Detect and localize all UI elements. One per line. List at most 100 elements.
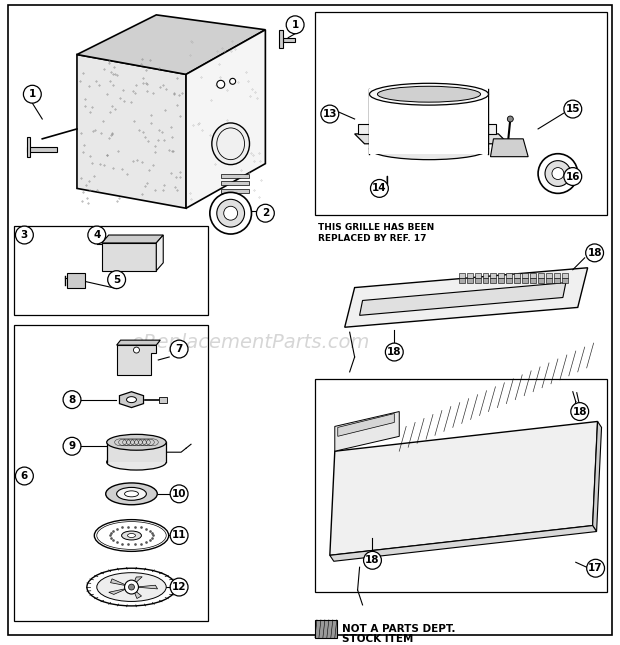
- Circle shape: [564, 100, 582, 118]
- Circle shape: [170, 485, 188, 502]
- Circle shape: [571, 402, 588, 421]
- Polygon shape: [522, 273, 528, 277]
- Ellipse shape: [538, 154, 578, 194]
- Text: 18: 18: [365, 555, 379, 565]
- Circle shape: [386, 343, 403, 361]
- Text: THIS GRILLE HAS BEEN: THIS GRILLE HAS BEEN: [318, 223, 434, 232]
- Polygon shape: [459, 273, 465, 277]
- Polygon shape: [522, 277, 528, 283]
- Circle shape: [24, 85, 42, 103]
- Ellipse shape: [117, 488, 146, 501]
- Circle shape: [128, 584, 135, 590]
- Polygon shape: [117, 340, 160, 345]
- Bar: [14, 325, 208, 620]
- Polygon shape: [562, 277, 568, 283]
- Circle shape: [587, 559, 604, 577]
- Polygon shape: [482, 273, 489, 277]
- Polygon shape: [136, 585, 157, 589]
- Circle shape: [286, 16, 304, 34]
- Text: 9: 9: [68, 441, 76, 451]
- Circle shape: [257, 204, 274, 222]
- Polygon shape: [507, 277, 512, 283]
- Polygon shape: [77, 15, 265, 74]
- Text: 7: 7: [175, 344, 183, 354]
- Ellipse shape: [126, 397, 136, 402]
- Polygon shape: [156, 235, 163, 271]
- Polygon shape: [490, 139, 528, 157]
- Polygon shape: [498, 277, 504, 283]
- Polygon shape: [360, 283, 566, 315]
- Ellipse shape: [378, 86, 480, 102]
- Ellipse shape: [370, 83, 489, 105]
- Polygon shape: [554, 277, 560, 283]
- Text: STOCK ITEM: STOCK ITEM: [342, 633, 413, 644]
- Circle shape: [170, 578, 188, 596]
- Ellipse shape: [224, 206, 237, 220]
- Polygon shape: [186, 30, 265, 208]
- Ellipse shape: [107, 434, 166, 450]
- Text: 13: 13: [322, 109, 337, 119]
- Polygon shape: [107, 442, 166, 462]
- Polygon shape: [355, 134, 508, 144]
- Polygon shape: [593, 421, 601, 531]
- Text: 5: 5: [113, 275, 120, 284]
- Polygon shape: [67, 273, 85, 288]
- Polygon shape: [102, 235, 163, 243]
- Text: 8: 8: [68, 395, 76, 404]
- Polygon shape: [514, 277, 520, 283]
- Polygon shape: [279, 30, 283, 48]
- Polygon shape: [404, 104, 454, 124]
- Bar: [14, 226, 208, 315]
- Circle shape: [217, 81, 224, 88]
- Polygon shape: [562, 273, 568, 277]
- Text: 6: 6: [21, 471, 28, 481]
- Ellipse shape: [128, 533, 135, 537]
- Polygon shape: [538, 273, 544, 277]
- Bar: [315, 12, 608, 215]
- Polygon shape: [475, 273, 480, 277]
- Polygon shape: [459, 277, 465, 283]
- Text: 18: 18: [587, 248, 602, 258]
- Polygon shape: [475, 277, 480, 283]
- Polygon shape: [498, 273, 504, 277]
- Bar: [221, 174, 249, 177]
- Polygon shape: [538, 277, 544, 283]
- Circle shape: [586, 244, 603, 262]
- Circle shape: [125, 580, 138, 594]
- Polygon shape: [133, 589, 141, 599]
- Ellipse shape: [94, 520, 169, 551]
- Circle shape: [507, 116, 513, 122]
- Text: 17: 17: [588, 563, 603, 573]
- Text: 18: 18: [387, 347, 402, 357]
- Text: 4: 4: [93, 230, 100, 240]
- Circle shape: [229, 78, 236, 84]
- Ellipse shape: [370, 138, 489, 160]
- Text: 14: 14: [372, 183, 387, 194]
- Ellipse shape: [122, 531, 141, 540]
- Ellipse shape: [107, 454, 166, 470]
- Text: eReplacementParts.com: eReplacementParts.com: [131, 333, 370, 352]
- Circle shape: [63, 391, 81, 408]
- Circle shape: [16, 467, 33, 485]
- Circle shape: [133, 347, 140, 353]
- Polygon shape: [345, 268, 588, 327]
- Text: 1: 1: [291, 20, 299, 30]
- Ellipse shape: [210, 192, 252, 234]
- Circle shape: [363, 551, 381, 569]
- Text: NOT A PARTS DEPT.: NOT A PARTS DEPT.: [342, 624, 455, 634]
- Polygon shape: [110, 579, 128, 586]
- Ellipse shape: [404, 98, 454, 110]
- Bar: [221, 181, 249, 186]
- Polygon shape: [546, 273, 552, 277]
- Circle shape: [371, 179, 388, 197]
- Ellipse shape: [106, 483, 157, 505]
- Bar: [221, 190, 249, 194]
- Ellipse shape: [545, 161, 571, 186]
- Ellipse shape: [217, 199, 244, 227]
- Text: 1: 1: [29, 89, 36, 99]
- Circle shape: [108, 271, 126, 288]
- Polygon shape: [330, 421, 598, 555]
- Ellipse shape: [125, 491, 138, 497]
- Polygon shape: [120, 392, 143, 408]
- Text: 18: 18: [572, 406, 587, 417]
